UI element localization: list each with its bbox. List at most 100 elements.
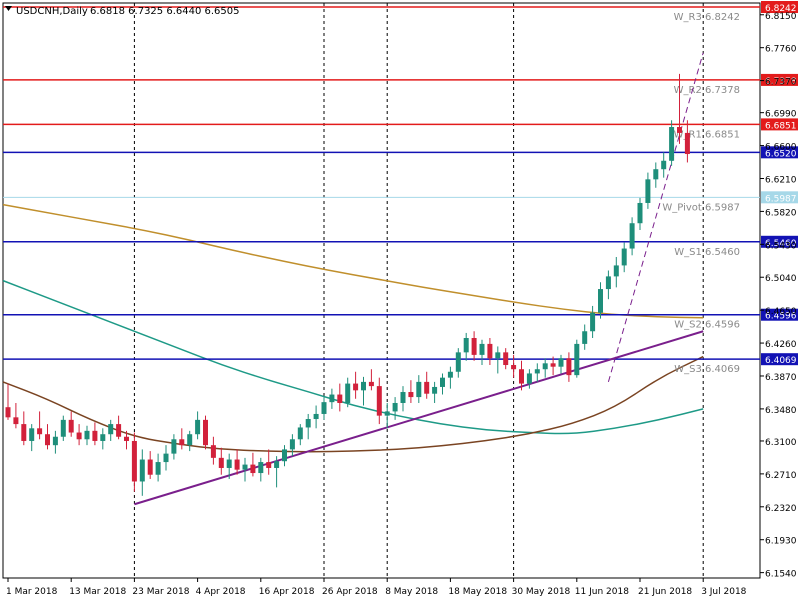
candle-body xyxy=(463,338,469,353)
candle-body xyxy=(376,386,382,416)
x-tick-label: 16 Apr 2018 xyxy=(259,587,315,597)
level-price-tag xyxy=(761,235,798,248)
candle-body xyxy=(266,462,272,468)
candle-body xyxy=(131,440,137,482)
candle-body xyxy=(139,459,145,482)
level-price-tag xyxy=(761,118,798,131)
candle-body xyxy=(313,413,319,420)
candle-body xyxy=(542,363,548,370)
candle-body xyxy=(440,377,445,387)
candle-body xyxy=(147,459,153,475)
candle-body xyxy=(368,381,374,387)
candle-body xyxy=(92,430,98,441)
candle-body xyxy=(416,381,422,398)
y-tick-label: 6.3100 xyxy=(765,438,797,448)
candle-body xyxy=(171,439,177,454)
candle-body xyxy=(487,343,493,359)
x-tick-label: 23 Mar 2018 xyxy=(132,587,189,597)
triangle-down-icon[interactable] xyxy=(5,6,12,11)
candle-body xyxy=(424,381,430,394)
y-tick-label: 6.3870 xyxy=(765,373,797,383)
candle-body xyxy=(84,430,90,440)
x-tick-label: 4 Apr 2018 xyxy=(196,587,246,597)
candle-body xyxy=(226,459,232,468)
channel-line xyxy=(607,52,704,383)
candle-body xyxy=(345,383,351,403)
y-tick-label: 6.4650 xyxy=(765,307,797,317)
candle-body xyxy=(234,459,240,470)
y-tick-label: 6.4260 xyxy=(765,340,797,350)
y-tick-label: 6.1930 xyxy=(765,537,797,547)
candle-body xyxy=(621,248,627,266)
pivot-levels: W_R3 6.8242 6.8242 W_R2 6.7378 6.7378 W_R1 6… xyxy=(3,1,798,375)
level-price-tag-text: 6.5460 xyxy=(765,239,797,249)
time-axis: 1 Mar 2018 13 Mar 2018 23 Mar 2018 4 Apr 20… xyxy=(6,578,747,597)
candle-body xyxy=(479,343,485,355)
candle-body xyxy=(179,439,185,446)
candle-body xyxy=(629,223,635,249)
x-tick-label: 3 Jul 2018 xyxy=(701,587,746,597)
y-tick-label: 6.8150 xyxy=(765,12,797,22)
candle-body xyxy=(503,352,509,366)
symbol-title: USDCNH,Daily xyxy=(16,6,88,17)
candle-body xyxy=(400,392,406,403)
level-price-tag xyxy=(761,146,798,159)
candle-body xyxy=(329,394,335,403)
level-label: W_R1 6.6851 xyxy=(674,129,740,140)
x-tick-label: 11 Jun 2018 xyxy=(575,587,629,597)
candle-body xyxy=(13,417,19,425)
level-price-tag xyxy=(761,191,798,204)
candle-body xyxy=(661,160,667,170)
candle-body xyxy=(361,381,366,391)
candle-body xyxy=(447,371,453,378)
candle-body xyxy=(321,402,327,414)
candle-body xyxy=(432,386,438,394)
candle-body xyxy=(155,462,161,475)
ma-slow-line xyxy=(2,203,704,319)
level-label: W_S2 6.4596 xyxy=(674,320,740,331)
level-price-tag xyxy=(761,353,798,366)
candle-body xyxy=(274,461,280,468)
y-tick-label: 6.5820 xyxy=(765,208,797,218)
candle-body xyxy=(52,436,58,446)
x-tick-label: 26 Apr 2018 xyxy=(322,587,378,597)
candle-body xyxy=(598,289,603,313)
candle-body xyxy=(37,428,43,435)
x-tick-label: 18 May 2018 xyxy=(448,587,507,597)
level-price-tag-text: 6.7378 xyxy=(765,77,797,87)
candle-body xyxy=(558,358,564,367)
candle-body xyxy=(605,276,611,290)
candle-body xyxy=(195,419,201,435)
x-tick-label: 13 Mar 2018 xyxy=(69,587,126,597)
candle-body xyxy=(582,331,588,344)
candles xyxy=(5,73,690,496)
candle-body xyxy=(116,424,122,437)
level-price-tag-text: 6.5987 xyxy=(765,194,797,204)
candle-body xyxy=(526,373,532,384)
candle-body xyxy=(282,449,287,462)
level-label: W_R3 6.8242 xyxy=(674,12,740,23)
level-label: W_R2 6.7378 xyxy=(674,85,740,96)
candle-body xyxy=(258,462,264,474)
level-label: W_S3 6.4069 xyxy=(674,364,740,375)
candle-body xyxy=(76,432,82,440)
y-tick-label: 6.5430 xyxy=(765,241,797,251)
candle-body xyxy=(100,434,106,441)
candle-body xyxy=(218,457,224,468)
candle-body xyxy=(60,419,66,437)
x-tick-label: 1 Mar 2018 xyxy=(6,587,58,597)
level-price-tag xyxy=(761,1,798,13)
candle-body xyxy=(21,424,27,441)
candle-body xyxy=(637,202,643,224)
y-tick-label: 6.7760 xyxy=(765,45,797,55)
candle-body xyxy=(337,394,343,403)
x-tick-label: 21 Jun 2018 xyxy=(638,587,692,597)
candle-body xyxy=(203,419,208,446)
y-tick-label: 6.6990 xyxy=(765,110,797,120)
level-price-tag xyxy=(761,308,798,321)
plot-frame xyxy=(2,2,761,579)
level-label: W_Pivot 6.5987 xyxy=(662,202,740,213)
candle-body xyxy=(187,434,193,446)
candle-body xyxy=(384,411,390,416)
